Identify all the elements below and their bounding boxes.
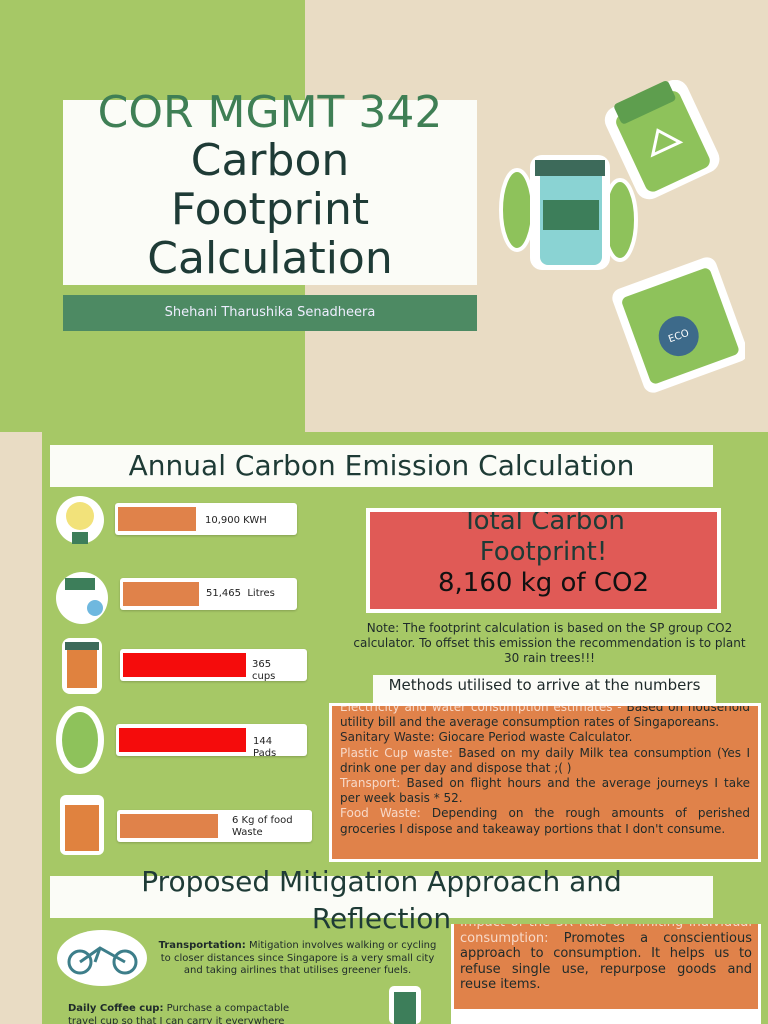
method-item: Electricity and water consumption estima…	[340, 706, 750, 730]
item-bar: 10,900 KWH	[115, 503, 297, 535]
title-box: COR MGMT 342 Carbon Footprint Calculatio…	[63, 90, 477, 285]
mitigation-slide: Impact of the 5R Rule on limiting indivi…	[0, 866, 768, 1024]
total-box: Total Carbon Footprint! 8,160 kg of CO2	[366, 508, 721, 613]
method-item: Food Waste: Depending on the rough amoun…	[340, 806, 750, 836]
reflection-box: Impact of the 5R Rule on limiting indivi…	[451, 924, 761, 1024]
total-title: Total Carbon Footprint!	[462, 512, 625, 567]
reflection-text: Promotes a conscientious approach to con…	[460, 930, 753, 993]
method-label: Electricity and water consumption estima…	[340, 706, 622, 714]
item-bar: 144 Pads	[116, 724, 307, 759]
author: Shehani Tharushika Senadheera	[63, 295, 477, 331]
note: Note: The footprint calculation is based…	[353, 621, 746, 665]
beige-strip	[0, 866, 42, 1024]
cup-icon	[389, 986, 421, 1024]
item-icons	[56, 496, 108, 855]
method-label: Food Waste:	[340, 806, 421, 821]
method-label: Transport:	[340, 776, 401, 791]
heading-box	[50, 876, 713, 918]
item-label: 10,900 KWH	[205, 515, 267, 526]
item-label: 51,465 Litres	[206, 588, 275, 599]
total-value: 8,160 kg of CO2	[437, 568, 649, 598]
title: Carbon Footprint Calculation	[147, 135, 393, 284]
item-text: Mitigation involves walking or cycling t…	[160, 940, 437, 976]
heading: Annual Carbon Emission Calculation	[50, 445, 713, 487]
course-code: COR MGMT 342	[97, 87, 443, 138]
method-text: Giocare Period waste Calculator.	[438, 730, 633, 745]
beige-strip	[0, 432, 42, 866]
method-text: Based on household utility bill and the …	[340, 706, 751, 730]
method-label: Plastic Cup waste:	[340, 745, 453, 760]
item-text: Purchase a compactable travel cup so tha…	[68, 1003, 290, 1024]
methods-list: Electricity and water consumption estima…	[332, 706, 758, 859]
method-item: Transport: Based on flight hours and the…	[340, 776, 750, 806]
item-bar: 365 cups	[120, 649, 307, 682]
item-label: 365 cups	[252, 659, 276, 682]
heading: Proposed Mitigation Approach and Reflect…	[141, 866, 622, 935]
reflection: Impact of the 5R Rule on limiting indivi…	[454, 924, 758, 1009]
method-label: Sanitary Waste:	[340, 730, 435, 745]
mitigation-item: Daily Coffee cup: Purchase a compactable…	[68, 1003, 313, 1024]
method-text: Based on my daily Milk tea consumption (…	[340, 745, 750, 775]
emission-slide: Annual Carbon Emission Calculation 10,90…	[0, 432, 768, 866]
mitigation-item: Transportation: Mitigation involves walk…	[155, 940, 440, 978]
reflection-label: Impact of the 5R Rule on limiting indivi…	[460, 924, 752, 946]
methods-box: Electricity and water consumption estima…	[329, 703, 761, 862]
method-item: Plastic Cup waste: Based on my daily Mil…	[340, 746, 750, 776]
item-label: 144 Pads	[253, 736, 277, 759]
item-label: Daily Coffee cup:	[68, 1003, 164, 1014]
item-label: 6 Kg of food Waste	[232, 815, 293, 838]
eco-icons: ECO	[499, 80, 745, 393]
item-label: Transportation:	[158, 940, 246, 951]
method-text: Depending on the rough amounts of perish…	[340, 806, 750, 836]
item-bar: 51,465 Litres	[120, 578, 297, 610]
method-text: Based on flight hours and the average jo…	[340, 776, 750, 806]
method-item: Sanitary Waste: Giocare Period waste Cal…	[340, 730, 750, 745]
item-bar: 6 Kg of food Waste	[117, 810, 312, 842]
title-slide: COR MGMT 342 Carbon Footprint Calculatio…	[0, 0, 768, 432]
bike-icon	[57, 930, 147, 986]
